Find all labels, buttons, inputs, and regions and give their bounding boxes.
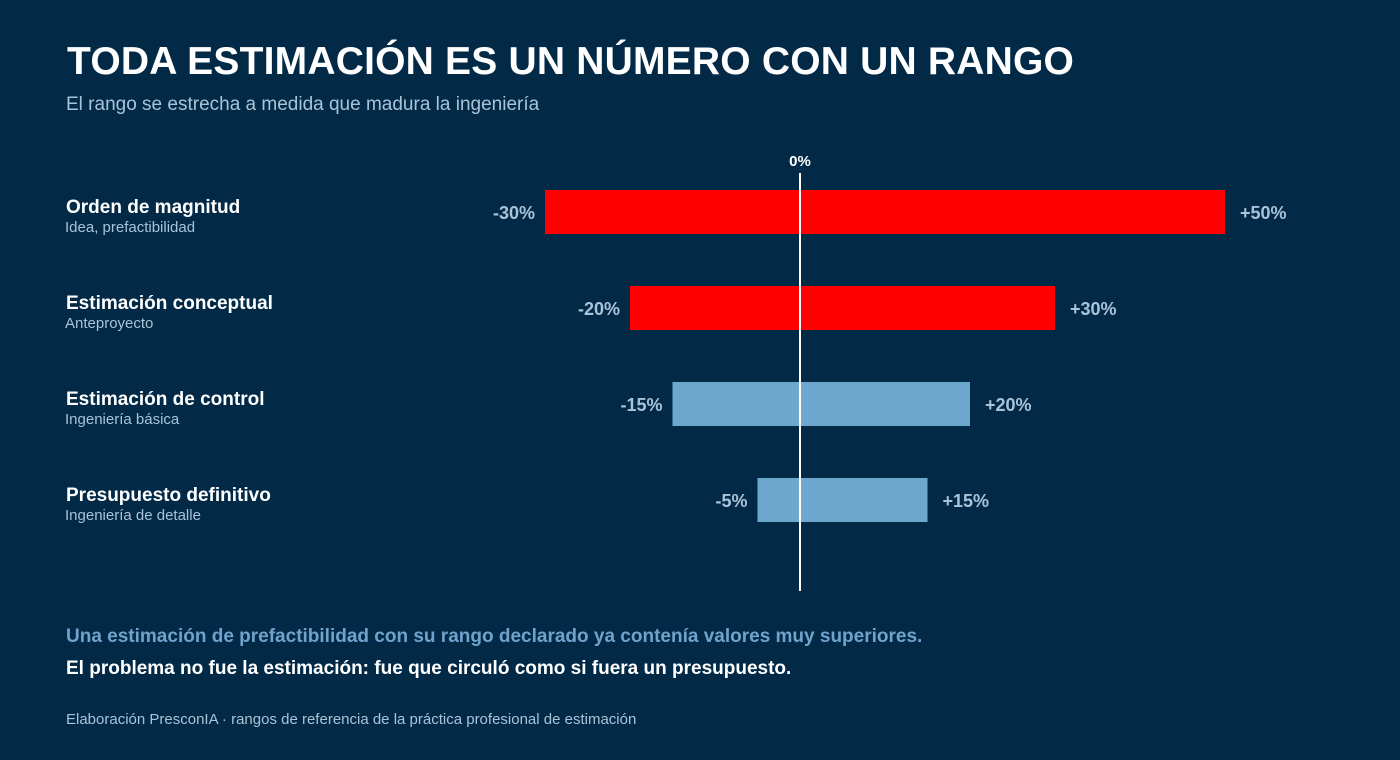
range-bar: [545, 190, 1225, 234]
range-bar: [757, 478, 928, 522]
category-label: Presupuesto definitivo: [66, 485, 271, 506]
high-value-label: +20%: [985, 395, 1032, 415]
low-value-label: -30%: [493, 203, 535, 223]
range-bar: [672, 382, 970, 426]
category-label: Estimación de control: [66, 389, 264, 410]
highlight-note: Una estimación de prefactibilidad con su…: [66, 626, 923, 647]
low-value-label: -5%: [715, 491, 747, 511]
chart-subtitle: El rango se estrecha a medida que madura…: [66, 94, 540, 115]
category-detail-label: Ingeniería de detalle: [65, 507, 201, 524]
category-label: Estimación conceptual: [66, 293, 273, 314]
category-detail-label: Anteproyecto: [65, 315, 153, 332]
chart-title: TODA ESTIMACIÓN ES UN NÚMERO CON UN RANG…: [67, 40, 1075, 83]
low-value-label: -20%: [578, 299, 620, 319]
source-footer: Elaboración PresconIA · rangos de refere…: [66, 711, 637, 728]
category-detail-label: Idea, prefactibilidad: [65, 219, 195, 236]
category-label: Orden de magnitud: [66, 197, 240, 218]
low-value-label: -15%: [620, 395, 662, 415]
category-detail-label: Ingeniería básica: [65, 411, 180, 428]
high-value-label: +50%: [1240, 203, 1287, 223]
high-value-label: +15%: [943, 491, 990, 511]
high-value-label: +30%: [1070, 299, 1117, 319]
conclusion-note: El problema no fue la estimación: fue qu…: [66, 658, 792, 679]
zero-label: 0%: [789, 153, 811, 170]
range-bar: [630, 286, 1055, 330]
